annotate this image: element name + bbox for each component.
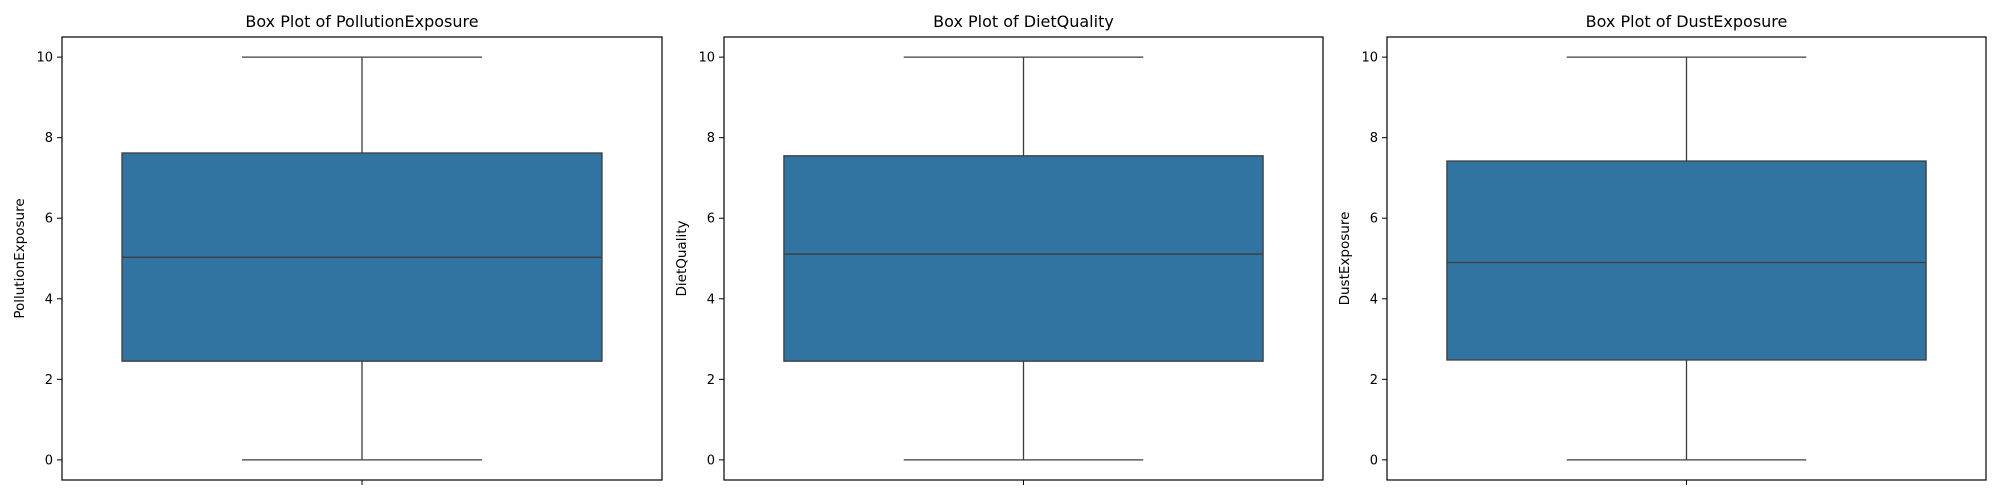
y-tick-label: 8 [45, 131, 53, 146]
chart-panel-1: 0 2 4 6 8 10 Box Plot of PollutionExposure Poll… [12, 12, 663, 485]
y-tick-label: 8 [707, 131, 715, 146]
y-tick-label: 2 [45, 373, 53, 388]
chart-panel-3: 0 2 4 6 8 10 Box Plot of DustExposure DustExpos… [1337, 12, 1987, 485]
y-tick-label: 6 [45, 212, 53, 227]
y-axis-label: DustExposure [1337, 212, 1353, 306]
y-tick-label: 10 [698, 51, 715, 66]
chart-title: Box Plot of PollutionExposure [245, 12, 478, 31]
y-tick-label: 2 [1370, 373, 1378, 388]
y-axis-label: DietQuality [674, 220, 690, 296]
y-tick-label: 10 [1361, 51, 1378, 66]
y-tick-label: 6 [1370, 212, 1378, 227]
y-tick-label: 4 [1370, 292, 1378, 307]
chart-title: Box Plot of DietQuality [933, 12, 1114, 31]
y-tick-label: 4 [707, 292, 715, 307]
y-tick-label: 2 [707, 373, 715, 388]
y-tick-label: 0 [45, 453, 53, 468]
iqr-box [1446, 160, 1927, 361]
chart-title: Box Plot of DustExposure [1586, 12, 1788, 31]
y-tick-label: 4 [45, 292, 53, 307]
y-axis-label: PollutionExposure [12, 198, 28, 318]
iqr-box [783, 155, 1264, 362]
y-tick-label: 0 [1370, 453, 1378, 468]
y-tick-label: 8 [1370, 131, 1378, 146]
y-tick-label: 10 [36, 51, 53, 66]
chart-panel-2: 0 2 4 6 8 10 Box Plot of DietQuality DietQualit… [674, 12, 1324, 485]
y-tick-label: 0 [707, 453, 715, 468]
y-tick-label: 6 [707, 212, 715, 227]
